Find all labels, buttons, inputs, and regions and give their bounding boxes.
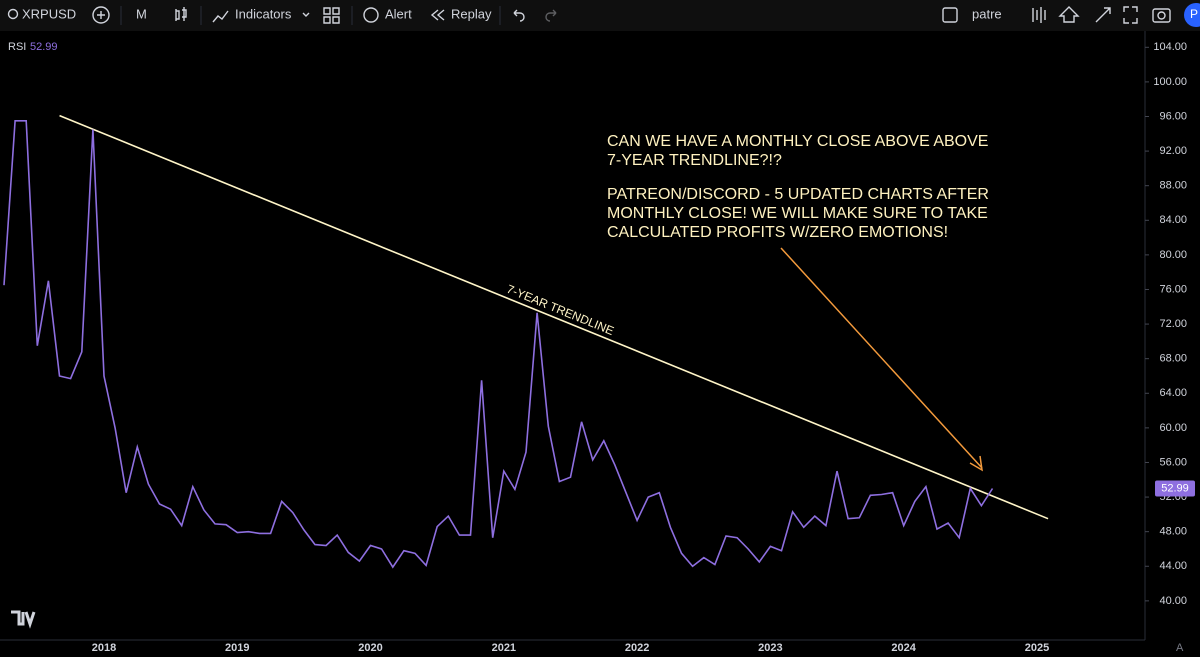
toolbar-icon[interactable] <box>1032 7 1046 23</box>
annotation-text: 7-YEAR TRENDLINE?!? <box>607 152 782 169</box>
trendline <box>59 114 1049 520</box>
x-tick-label: 2022 <box>625 642 649 654</box>
undo[interactable] <box>513 9 525 22</box>
toolbar-icon[interactable] <box>1058 6 1080 23</box>
y-tick-label: 100.00 <box>1153 76 1187 88</box>
last-value-label: 52.99 <box>1161 482 1189 494</box>
y-tick-label: 92.00 <box>1159 145 1187 157</box>
dropdown[interactable] <box>302 12 310 17</box>
chart-type[interactable] <box>175 7 187 21</box>
indicator-name: RSI <box>8 41 26 53</box>
x-tick-label: 2019 <box>225 642 249 654</box>
y-tick-label: 72.00 <box>1159 318 1187 330</box>
y-tick-label: 40.00 <box>1159 595 1187 607</box>
add-symbol[interactable] <box>92 6 110 24</box>
snapshot[interactable] <box>1152 8 1171 23</box>
toolbar: XRPUSD M Indicators Alert Replay patre P <box>0 0 1200 31</box>
add-icon <box>97 11 105 19</box>
snapshot-lens <box>1157 11 1166 20</box>
last-value-tag <box>1155 480 1195 497</box>
x-tick-label: 2024 <box>891 642 916 654</box>
x-tick-label: 2021 <box>492 642 516 654</box>
alert-icon <box>363 7 379 23</box>
y-tick-label: 84.00 <box>1159 214 1187 226</box>
auto-scale[interactable]: A <box>1176 642 1184 654</box>
symbol[interactable]: XRPUSD <box>22 6 76 21</box>
annotation-text: CALCULATED PROFITS W/ZERO EMOTIONS! <box>607 224 948 241</box>
search-input[interactable]: patre <box>972 6 1002 21</box>
y-tick-label: 96.00 <box>1159 110 1187 122</box>
toolbar-icon[interactable] <box>1095 7 1111 23</box>
annotation-text: MONTHLY CLOSE! WE WILL MAKE SURE TO TAKE <box>607 205 988 222</box>
x-tick-label: 2023 <box>758 642 782 654</box>
y-tick-label: 56.00 <box>1159 456 1187 468</box>
arrow-head <box>969 455 983 472</box>
y-tick-label: 64.00 <box>1159 387 1187 399</box>
avatar-letter: P <box>1190 7 1198 21</box>
y-tick-label: 68.00 <box>1159 353 1187 365</box>
annotation-arrow <box>780 247 983 469</box>
interval[interactable]: M <box>136 6 147 21</box>
x-tick-label: 2025 <box>1025 642 1049 654</box>
search-box-icon <box>942 7 958 23</box>
indicator-value: 52.99 <box>30 41 58 53</box>
y-tick-label: 76.00 <box>1159 283 1187 295</box>
x-tick-label: 2020 <box>358 642 382 654</box>
rsi-line <box>3 120 994 569</box>
y-tick-label: 80.00 <box>1159 249 1187 261</box>
y-tick-label: 104.00 <box>1153 41 1187 53</box>
replay-icon <box>430 9 445 21</box>
layouts[interactable] <box>323 7 340 24</box>
y-tick-label: 44.00 <box>1159 560 1187 572</box>
y-tick-label: 88.00 <box>1159 180 1187 192</box>
search-icon[interactable] <box>7 8 19 20</box>
avatar[interactable] <box>1184 3 1200 27</box>
x-tick-label: 2018 <box>92 642 116 654</box>
indicators-icon <box>212 10 229 23</box>
indicators[interactable]: Indicators <box>235 6 292 21</box>
y-tick-label: 48.00 <box>1159 526 1187 538</box>
logo <box>11 610 36 629</box>
fullscreen[interactable] <box>1123 6 1138 24</box>
alert[interactable]: Alert <box>385 6 412 21</box>
redo[interactable] <box>545 9 557 22</box>
annotation-text: PATREON/DISCORD - 5 UPDATED CHARTS AFTER <box>607 186 989 203</box>
replay[interactable]: Replay <box>451 6 492 21</box>
toolbar-bg <box>0 0 1200 31</box>
annotation-text: CAN WE HAVE A MONTHLY CLOSE ABOVE ABOVE <box>607 133 988 150</box>
y-tick-label: 60.00 <box>1159 422 1187 434</box>
